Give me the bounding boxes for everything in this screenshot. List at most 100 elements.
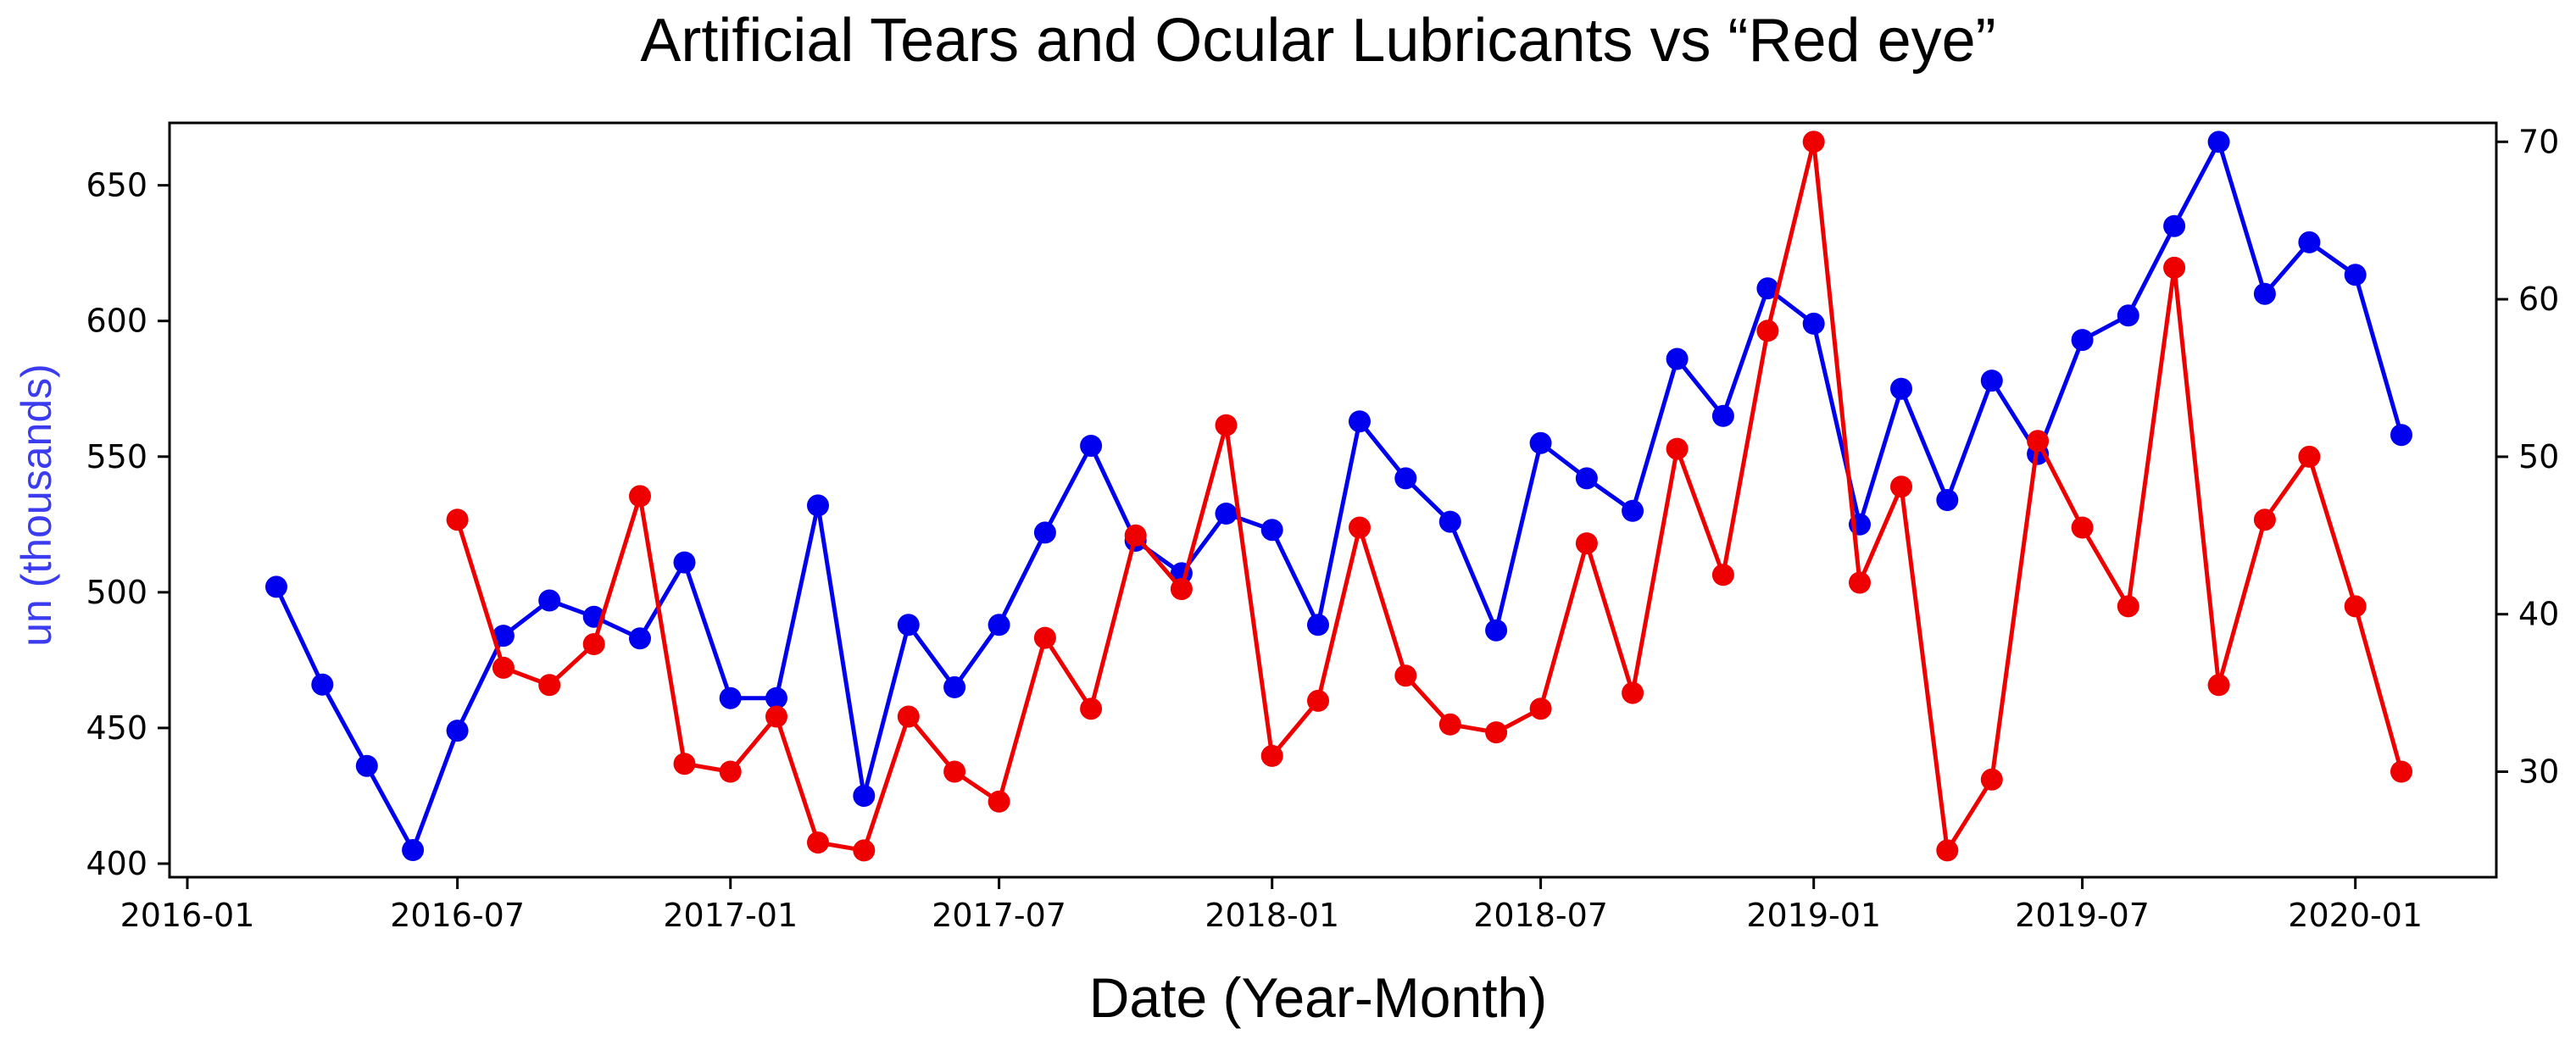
data-point-left: [1936, 489, 1959, 511]
data-point-left: [1260, 519, 1283, 542]
data-point-left: [807, 494, 829, 517]
data-point-right: [765, 705, 787, 728]
data-point-left: [1575, 467, 1598, 490]
data-point-right: [2207, 674, 2230, 697]
data-point-left: [897, 614, 920, 636]
plot-frame-border: [168, 121, 2498, 879]
y-right-tick-label: 30: [2518, 753, 2559, 791]
data-point-left: [1711, 404, 1734, 427]
data-point-right: [1936, 839, 1959, 862]
data-point-right: [492, 656, 515, 679]
data-point-right: [2390, 760, 2412, 783]
data-point-left: [2298, 231, 2321, 253]
data-point-left: [1349, 410, 1371, 433]
data-point-right: [2071, 516, 2094, 539]
data-point-right: [988, 790, 1010, 813]
data-point-right: [1080, 698, 1103, 720]
data-point-right: [1666, 437, 1689, 460]
x-tick-label: 2016-07: [390, 897, 525, 934]
data-point-right: [2027, 430, 2050, 453]
data-point-left: [1033, 521, 1056, 544]
data-point-left: [2390, 424, 2412, 447]
data-point-right: [1756, 320, 1779, 342]
data-point-left: [1080, 435, 1103, 457]
y-left-tick-label: 400: [86, 845, 147, 882]
data-point-left: [2207, 131, 2230, 153]
y-right-tick-label: 70: [2518, 123, 2559, 160]
y-left-tick-label: 600: [86, 303, 147, 340]
data-point-left: [1438, 510, 1461, 533]
data-point-left: [1394, 467, 1417, 490]
series-line-left: [274, 139, 2404, 853]
data-point-right: [1033, 626, 1056, 649]
data-point-left: [853, 785, 876, 807]
data-point-right: [1349, 516, 1371, 539]
data-point-right: [2298, 445, 2321, 468]
data-point-right: [1394, 664, 1417, 687]
data-point-left: [1485, 619, 1508, 642]
data-point-right: [1980, 768, 2003, 791]
data-point-left: [355, 754, 378, 777]
x-tick-label: 2019-07: [2015, 897, 2150, 934]
data-point-right: [1711, 564, 1734, 586]
data-point-left: [719, 686, 742, 709]
data-point-right: [446, 509, 469, 531]
data-point-left: [402, 839, 425, 861]
axis-ticks: 2016-01 2016-07 2017-01 2017-07 2018-01 2018-…: [86, 123, 2559, 934]
data-point-right: [629, 485, 651, 508]
data-point-right: [1438, 713, 1461, 736]
data-point-right: [2163, 256, 2186, 279]
data-point-right: [853, 839, 876, 862]
data-point-left: [492, 625, 515, 648]
data-point-left: [446, 720, 469, 742]
y-right-tick-label: 60: [2518, 281, 2559, 318]
data-point-left: [1802, 312, 1825, 335]
series-line-right: [455, 139, 2404, 853]
data-point-left: [2117, 304, 2139, 327]
data-point-right: [1124, 524, 1147, 547]
data-point-left: [538, 589, 561, 612]
data-point-right: [807, 831, 829, 854]
data-point-left: [988, 614, 1010, 636]
data-point-right: [582, 633, 605, 655]
data-point-left: [2253, 282, 2276, 305]
data-point-left: [1215, 503, 1238, 525]
data-point-left: [2163, 214, 2186, 237]
data-point-right: [897, 705, 920, 728]
y-left-tick-label: 450: [86, 709, 147, 747]
data-point-right: [538, 674, 561, 697]
data-point-left: [1756, 277, 1779, 300]
y-left-tick-label: 650: [86, 167, 147, 204]
data-point-left: [765, 686, 787, 709]
data-point-left: [265, 575, 287, 598]
x-tick-label: 2020-01: [2288, 897, 2423, 934]
x-tick-label: 2018-01: [1205, 897, 1339, 934]
data-point-left: [629, 627, 651, 650]
y-right-tick-label: 40: [2518, 596, 2559, 633]
data-point-left: [2071, 329, 2094, 352]
chart-title: Artificial Tears and Ocular Lubricants v…: [640, 7, 1995, 75]
data-point-right: [1890, 475, 1912, 498]
y-right-tick-label: 50: [2518, 438, 2559, 475]
data-point-right: [1802, 131, 1825, 153]
y-left-tick-label: 500: [86, 574, 147, 611]
data-point-right: [943, 760, 966, 783]
data-point-left: [2344, 264, 2367, 286]
y-left-axis-label: un (thousands): [13, 364, 60, 647]
plot-frame: [168, 121, 2498, 879]
x-tick-label: 2019-01: [1746, 897, 1881, 934]
data-point-left: [311, 673, 334, 696]
data-point-left: [1529, 431, 1552, 454]
data-point-right: [1529, 698, 1552, 720]
data-point-left: [673, 551, 696, 574]
data-point-right: [1575, 532, 1598, 555]
x-tick-label: 2016-01: [120, 897, 255, 934]
x-tick-label: 2017-07: [932, 897, 1066, 934]
data-point-right: [1307, 689, 1329, 712]
series-layer: [265, 131, 2412, 862]
x-tick-label: 2017-01: [663, 897, 798, 934]
data-point-right: [2117, 595, 2139, 618]
x-tick-label: 2018-07: [1473, 897, 1608, 934]
data-point-left: [1666, 347, 1689, 370]
data-point-right: [1215, 414, 1238, 436]
